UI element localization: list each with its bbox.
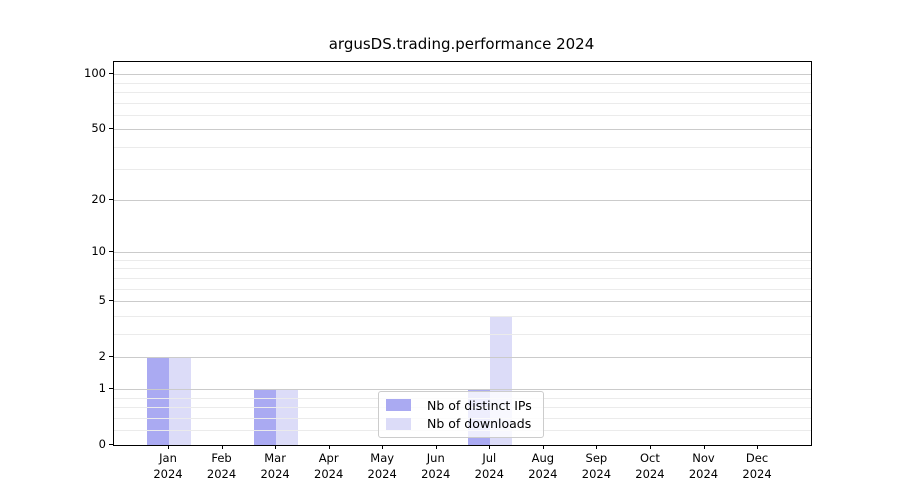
x-tick-month: Oct — [639, 451, 660, 465]
y-major-gridline — [114, 252, 811, 254]
x-tick-year: 2024 — [367, 467, 397, 481]
x-tick-label: Mar 2024 — [245, 450, 305, 482]
y-major-gridline — [114, 74, 811, 76]
chart-title: argusDS.trading.performance 2024 — [328, 35, 595, 53]
x-tick-month: Jan — [159, 451, 177, 465]
y-tick-label: 0 — [98, 437, 106, 451]
x-tick — [596, 445, 598, 449]
x-tick-label: Apr 2024 — [299, 450, 359, 482]
legend-item-distinct-ips: Nb of distinct IPs — [386, 398, 536, 413]
y-tick-label: 1 — [98, 381, 106, 396]
legend-label-downloads: Nb of downloads — [427, 416, 532, 432]
y-tick-label: 50 — [91, 121, 106, 136]
y-tick-label: 10 — [91, 244, 106, 259]
x-tick-month: Aug — [531, 451, 555, 465]
legend-label-distinct-ips: Nb of distinct IPs — [427, 397, 532, 413]
y-minor-gridline — [114, 268, 811, 270]
y-tick-label: 100 — [84, 66, 106, 81]
y-major-gridline — [114, 389, 811, 391]
y-major-gridline — [114, 129, 811, 131]
x-tick — [168, 445, 169, 449]
x-tick-year: 2024 — [421, 467, 451, 481]
bar-distinct-ips — [147, 356, 169, 445]
y-tick-label: 5 — [98, 293, 106, 308]
y-minor-gridline — [114, 114, 811, 116]
x-tick — [703, 445, 705, 449]
x-tick-year: 2024 — [581, 467, 612, 481]
x-tick-label: Aug 2024 — [513, 450, 573, 482]
y-tick — [109, 128, 113, 130]
x-tick — [649, 445, 651, 449]
x-tick-year: 2024 — [688, 467, 719, 481]
plot-area — [113, 61, 812, 446]
x-tick — [757, 445, 759, 449]
x-tick-month: Jul — [482, 451, 497, 465]
y-tick — [109, 251, 113, 253]
x-tick — [382, 445, 384, 449]
y-minor-gridline — [114, 91, 811, 93]
legend-swatch-distinct-ips — [386, 399, 411, 412]
y-tick-label: 2 — [98, 348, 106, 363]
y-minor-gridline — [114, 288, 811, 290]
x-tick-month: Dec — [745, 451, 769, 465]
x-tick-label: Jun 2024 — [406, 450, 466, 482]
legend-swatch-downloads — [386, 417, 411, 430]
y-minor-gridline — [114, 260, 811, 261]
y-minor-gridline — [114, 146, 811, 148]
y-minor-gridline — [114, 102, 811, 104]
x-tick — [221, 445, 223, 449]
x-tick-year: 2024 — [635, 467, 665, 481]
y-major-gridline — [114, 301, 811, 303]
x-tick-month: May — [370, 451, 395, 465]
y-tick — [109, 355, 113, 357]
x-tick-month: Nov — [692, 451, 715, 465]
legend: Nb of distinct IPs Nb of downloads — [378, 391, 544, 438]
x-tick-label: Nov 2024 — [674, 450, 734, 482]
y-tick — [109, 199, 113, 201]
y-major-gridline — [114, 200, 811, 202]
x-tick-label: Jan 2024 — [138, 450, 198, 482]
x-tick-label: Sep 2024 — [566, 450, 626, 482]
x-tick-label: Dec 2024 — [727, 450, 787, 482]
x-tick-label: Feb 2024 — [192, 450, 252, 482]
x-tick — [489, 445, 491, 449]
x-tick-year: 2024 — [260, 467, 290, 481]
y-tick-label: 20 — [91, 192, 106, 207]
legend-item-downloads: Nb of downloads — [386, 416, 536, 431]
x-tick-year: 2024 — [474, 467, 504, 481]
bar-downloads — [169, 356, 191, 445]
y-minor-gridline — [114, 169, 811, 171]
x-tick-month: Apr — [318, 451, 339, 465]
x-tick-label: Oct 2024 — [620, 450, 680, 482]
y-tick — [109, 444, 113, 445]
x-tick — [435, 445, 437, 449]
x-tick-year: 2024 — [153, 467, 183, 481]
y-tick — [109, 300, 113, 302]
y-minor-gridline — [114, 333, 811, 335]
y-minor-gridline — [114, 315, 811, 317]
x-tick-year: 2024 — [206, 467, 237, 481]
x-tick-month: Mar — [264, 451, 286, 465]
x-tick — [542, 445, 544, 449]
x-tick-month: Jun — [426, 451, 445, 465]
y-minor-gridline — [114, 82, 811, 84]
x-tick-year: 2024 — [314, 467, 344, 481]
x-tick-month: Sep — [585, 451, 608, 465]
y-tick — [109, 73, 113, 75]
y-tick — [109, 388, 113, 390]
x-tick-year: 2024 — [742, 467, 772, 481]
x-tick-year: 2024 — [528, 467, 558, 481]
x-tick — [275, 445, 277, 449]
x-tick — [328, 445, 330, 449]
x-tick-label: May 2024 — [352, 450, 412, 482]
y-major-gridline — [114, 356, 811, 358]
y-minor-gridline — [114, 277, 811, 279]
x-tick-month: Feb — [211, 451, 232, 465]
x-tick-label: Jul 2024 — [459, 450, 519, 482]
